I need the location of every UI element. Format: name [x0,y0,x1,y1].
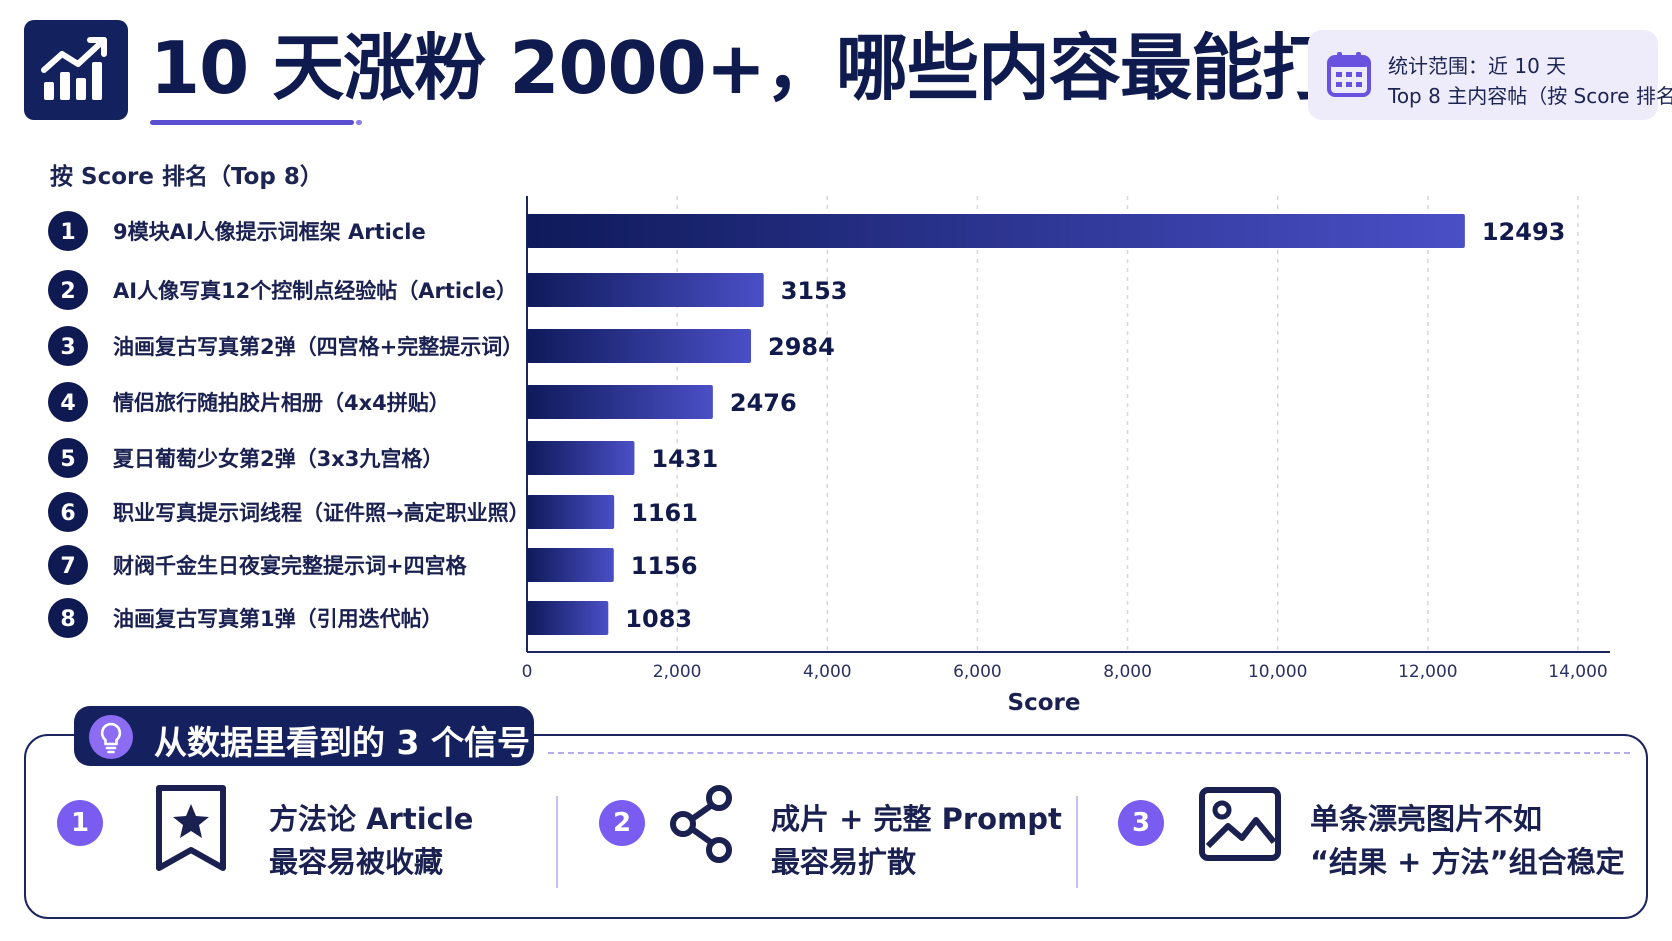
title-underline [150,120,354,125]
rank-badge [48,492,88,532]
x-tick-label: 4,000 [803,662,852,682]
image-icon [1199,787,1281,861]
bar-chart: 0 2,000 4,000 6,000 8,000 10,000 12,000 14,000 S… [48,196,1610,716]
rank-badge [48,438,88,478]
bookmark-star-icon [156,785,226,871]
x-tick-label: 6,000 [953,662,1002,682]
bar [527,214,1465,248]
signal-line2: 最容易扩散 [771,845,917,879]
bar [527,601,609,635]
rank-number: 7 [60,554,75,579]
bar [527,441,635,475]
bar [527,385,713,419]
bar [527,273,764,307]
logo-chart-icon [24,20,128,120]
signal-separator [556,796,558,888]
x-tick-label: 12,000 [1398,662,1457,682]
data-label: 1156 [631,552,698,580]
x-tick-label: 10,000 [1248,662,1307,682]
signal-line1: 成片 + 完整 Prompt [771,802,1062,836]
rank-badge [48,211,88,251]
share-icon [670,785,732,863]
scope-rule-text: Top 8 主内容帖（按 Score 排名） [1388,84,1672,108]
x-tick-label: 14,000 [1548,662,1607,682]
data-label: 1431 [651,445,718,473]
bar [527,329,752,363]
data-label: 2984 [768,333,835,361]
chart-title: 按 Score 排名（Top 8） [50,164,323,190]
data-label: 1161 [631,499,698,527]
rank-badge [48,270,88,310]
signal-line2: “结果 + 方法”组合稳定 [1310,845,1625,879]
signal-separator [1076,796,1078,888]
category-label: 油画复古写真第1弹（引用迭代帖） [113,607,443,631]
signals-title: 从数据里看到的 3 个信号 [154,723,530,762]
category-label: 财阀千金生日夜宴完整提示词+四宫格 [113,554,468,578]
data-label: 12493 [1482,218,1566,246]
signal-number: 2 [599,800,645,846]
category-label: 油画复古写真第2弹（四宫格+完整提示词） [113,335,523,359]
signal-line1: 单条漂亮图片不如 [1310,802,1543,836]
scope-panel: 统计范围：近 10 天 Top 8 主内容帖（按 Score 排名） [1308,30,1672,120]
signal-number: 1 [57,800,103,846]
signal-line2: 最容易被收藏 [269,845,444,879]
title-underline-dot [356,120,362,125]
category-label: AI人像写真12个控制点经验帖（Article） [113,279,517,303]
data-label: 1083 [625,605,692,633]
rank-badge [48,382,88,422]
rank-number: 8 [60,607,75,632]
rank-number: 1 [60,220,75,245]
rank-number: 6 [60,501,75,526]
page-title: 10 天涨粉 2000+，哪些内容最能打 [150,26,1334,110]
rank-number: 4 [60,391,75,416]
x-tick-label: 8,000 [1103,662,1152,682]
signal-number: 3 [1118,800,1164,846]
data-label: 2476 [730,389,797,417]
lightbulb-icon [89,715,133,759]
signals-header: 从数据里看到的 3 个信号 [74,706,534,766]
category-label: 情侣旅行随拍胶片相册（4x4拼贴） [113,391,450,415]
category-label: 职业写真提示词线程（证件照→高定职业照） [113,501,530,525]
x-axis-label: Score [1008,690,1081,716]
bar [527,548,614,582]
scope-range-text: 统计范围：近 10 天 [1388,54,1567,78]
category-label: 9模块AI人像提示词框架 Article [113,220,426,244]
x-tick-label: 2,000 [653,662,702,682]
rank-badge [48,326,88,366]
rank-badge [48,545,88,585]
calendar-icon [1327,52,1371,97]
x-tick-label: 0 [522,662,533,682]
data-label: 3153 [781,277,848,305]
rank-badge [48,598,88,638]
rank-number: 5 [60,447,75,472]
signal-line1: 方法论 Article [269,802,474,836]
rank-number: 2 [60,279,75,304]
category-label: 夏日葡萄少女第2弹（3x3九宫格） [113,447,443,471]
bar [527,495,615,529]
rank-number: 3 [60,335,75,360]
signals-divider [548,752,1630,754]
